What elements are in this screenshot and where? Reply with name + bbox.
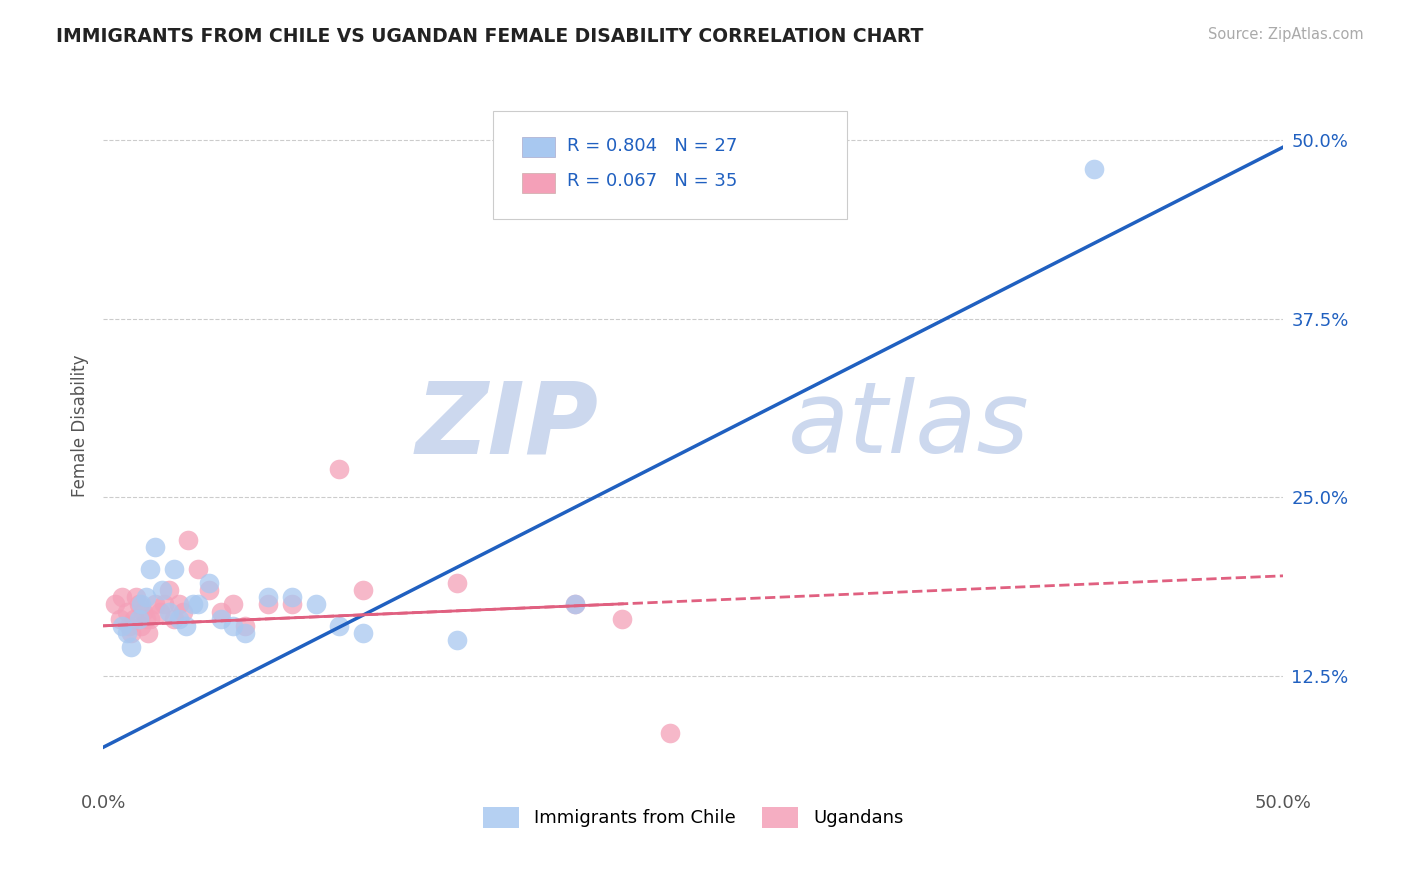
FancyBboxPatch shape [522,173,555,193]
Text: atlas: atlas [787,377,1029,475]
Point [132,605,155,619]
Point [257,598,280,612]
Point [222,598,245,612]
Point [1083,161,1105,176]
Point [129,598,152,612]
Point [186,598,208,612]
Point [167,612,190,626]
Point [129,619,152,633]
Point [612,612,634,626]
Text: ZIP: ZIP [416,377,599,475]
Point [233,619,256,633]
Point [352,583,374,598]
Point [658,726,681,740]
FancyBboxPatch shape [492,112,846,219]
Point [111,619,134,633]
Point [446,633,468,648]
Point [143,541,166,555]
Point [135,591,157,605]
Point [167,598,190,612]
Point [257,591,280,605]
Point [352,626,374,640]
Point [198,583,221,598]
Point [128,598,150,612]
Point [150,583,173,598]
Point [209,605,232,619]
Point [122,612,145,626]
Point [198,576,221,591]
Point [118,619,141,633]
Point [115,626,138,640]
Point [564,598,586,612]
Point [163,562,186,576]
Text: Source: ZipAtlas.com: Source: ZipAtlas.com [1208,27,1364,42]
Point [115,605,138,619]
Legend: Immigrants from Chile, Ugandans: Immigrants from Chile, Ugandans [475,799,911,835]
Point [149,605,172,619]
Point [139,612,162,626]
Point [135,612,157,626]
Point [181,598,204,612]
Point [163,612,186,626]
Point [139,562,162,576]
Point [136,626,159,640]
Point [143,598,166,612]
Point [153,598,176,612]
Point [104,598,127,612]
Point [209,612,232,626]
Text: IMMIGRANTS FROM CHILE VS UGANDAN FEMALE DISABILITY CORRELATION CHART: IMMIGRANTS FROM CHILE VS UGANDAN FEMALE … [56,27,924,45]
Point [174,619,197,633]
Point [281,598,304,612]
Point [222,619,245,633]
Point [177,533,200,548]
Point [304,598,326,612]
Point [328,619,350,633]
Point [186,562,208,576]
Point [120,626,142,640]
Point [172,605,194,619]
Point [128,612,150,626]
Text: R = 0.804   N = 27: R = 0.804 N = 27 [567,136,737,154]
Point [125,591,148,605]
Point [446,576,468,591]
Point [108,612,131,626]
Point [233,626,256,640]
Point [157,583,180,598]
Point [328,461,350,475]
Point [281,591,304,605]
Point [564,598,586,612]
Point [120,640,142,655]
Y-axis label: Female Disability: Female Disability [72,354,89,497]
Point [157,605,180,619]
Point [111,591,134,605]
FancyBboxPatch shape [522,137,555,157]
Text: R = 0.067   N = 35: R = 0.067 N = 35 [567,172,737,190]
